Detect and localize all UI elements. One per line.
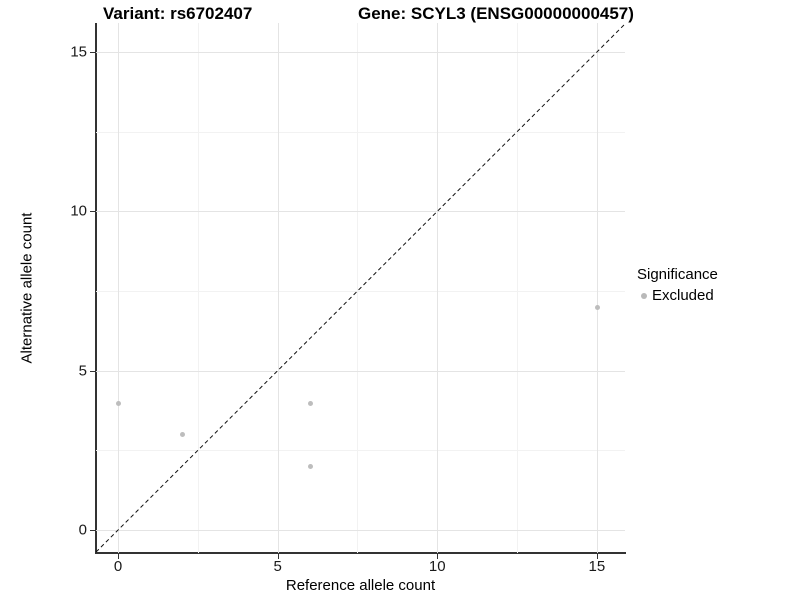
- y-axis-tick: [90, 52, 95, 53]
- y-tick-label: 15: [70, 43, 87, 61]
- y-minor-gridline: [96, 291, 625, 293]
- identity-reference-line: [96, 23, 625, 553]
- x-minor-gridline: [197, 23, 199, 553]
- x-tick-label: 15: [588, 558, 606, 575]
- y-major-gridline: [96, 530, 625, 532]
- legend: Significance Excluded: [637, 266, 718, 305]
- y-major-gridline: [96, 370, 625, 372]
- legend-item-label: Excluded: [652, 287, 714, 304]
- plot-title-variant: Variant: rs6702407: [103, 4, 253, 23]
- data-point: [179, 432, 185, 438]
- data-point: [307, 400, 313, 406]
- x-axis-tick: [596, 554, 598, 559]
- y-tick-label: 10: [70, 202, 87, 220]
- y-axis-tick: [90, 211, 95, 213]
- legend-item: Excluded: [637, 287, 718, 305]
- legend-key-dot-icon: [641, 293, 647, 300]
- data-point: [116, 400, 122, 406]
- y-major-gridline: [96, 211, 625, 213]
- plot-title-gene: Gene: SCYL3 (ENSG00000000457): [358, 4, 634, 23]
- y-axis-tick: [90, 530, 95, 532]
- x-minor-gridline: [517, 23, 519, 553]
- x-major-gridline: [118, 23, 120, 553]
- y-tick-label: 0: [78, 521, 87, 539]
- y-axis-line: [95, 23, 97, 554]
- x-tick-label: 5: [273, 558, 282, 575]
- y-axis-title: Alternative allele count: [18, 212, 36, 364]
- legend-title: Significance: [637, 266, 718, 283]
- x-tick-label: 0: [113, 558, 123, 575]
- x-major-gridline: [437, 23, 439, 553]
- x-minor-gridline: [357, 23, 359, 553]
- x-axis-title: Reference allele count: [285, 577, 436, 594]
- y-tick-label: 5: [78, 362, 87, 380]
- x-axis-tick: [118, 554, 120, 559]
- y-axis-tick: [90, 370, 95, 372]
- x-tick-label: 10: [428, 558, 446, 575]
- x-axis-line: [95, 552, 626, 554]
- data-point: [594, 304, 600, 310]
- y-major-gridline: [96, 52, 625, 53]
- data-point: [307, 464, 313, 470]
- y-minor-gridline: [96, 450, 625, 452]
- x-axis-tick: [277, 554, 279, 559]
- x-major-gridline: [596, 23, 598, 553]
- x-major-gridline: [277, 23, 279, 553]
- x-axis-tick: [437, 554, 439, 559]
- y-minor-gridline: [96, 131, 625, 133]
